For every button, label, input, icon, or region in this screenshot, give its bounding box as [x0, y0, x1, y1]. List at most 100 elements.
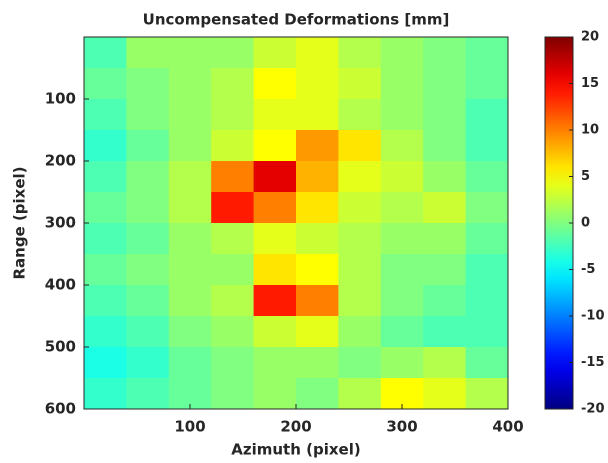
heatmap-cell: [465, 130, 509, 162]
heatmap-cell: [211, 316, 255, 348]
heatmap-cell: [338, 223, 382, 255]
colorbar-tick-label: 5: [581, 169, 590, 184]
heatmap-cell: [126, 378, 170, 410]
heatmap-cell: [84, 285, 127, 317]
heatmap-cell: [168, 192, 212, 224]
heatmap-cell: [126, 192, 170, 224]
heatmap-cell: [380, 192, 424, 224]
heatmap-cell: [465, 192, 509, 224]
y-tick-label: 100: [45, 90, 76, 108]
heatmap-cell: [423, 161, 467, 193]
chart-title: Uncompensated Deformations [mm]: [143, 11, 450, 29]
heatmap-cell: [296, 161, 339, 193]
heatmap-cell: [84, 192, 127, 224]
heatmap-cell: [465, 68, 509, 100]
heatmap-cell: [126, 161, 170, 193]
heatmap-cell: [423, 68, 467, 100]
heatmap-cell: [84, 378, 127, 410]
heatmap-cell: [253, 378, 297, 410]
heatmap-cell: [126, 37, 170, 69]
heatmap-cell: [253, 68, 297, 100]
heatmap-cell: [253, 285, 297, 317]
heatmap-cell: [423, 223, 467, 255]
x-tick-label: 200: [280, 418, 311, 436]
colorbar-tick-label: -15: [581, 355, 605, 370]
heatmap-cell: [84, 347, 127, 379]
heatmap-cell: [296, 378, 339, 410]
x-axis-label: Azimuth (pixel): [231, 441, 360, 459]
heatmap-cell: [338, 347, 382, 379]
heatmap-cell: [380, 223, 424, 255]
heatmap: [84, 37, 509, 410]
heatmap-cell: [296, 130, 339, 162]
heatmap-cell: [84, 130, 127, 162]
heatmap-cell: [296, 37, 339, 69]
heatmap-cell: [211, 285, 255, 317]
heatmap-cell: [423, 316, 467, 348]
heatmap-cell: [380, 68, 424, 100]
heatmap-cell: [126, 68, 170, 100]
heatmap-cell: [465, 37, 509, 69]
heatmap-cell: [423, 130, 467, 162]
heatmap-cell: [168, 316, 212, 348]
heatmap-cell: [423, 254, 467, 286]
heatmap-cell: [338, 68, 382, 100]
heatmap-cell: [168, 161, 212, 193]
heatmap-cell: [465, 223, 509, 255]
heatmap-cell: [84, 161, 127, 193]
heatmap-cell: [380, 130, 424, 162]
heatmap-cell: [253, 192, 297, 224]
colorbar-tick-label: 20: [581, 30, 599, 45]
heatmap-cell: [168, 37, 212, 69]
heatmap-cell: [296, 99, 339, 131]
heatmap-cell: [338, 378, 382, 410]
heatmap-cell: [126, 316, 170, 348]
heatmap-cell: [168, 285, 212, 317]
x-tick-label: 300: [386, 418, 417, 436]
heatmap-cell: [296, 316, 339, 348]
colorbar: [544, 36, 574, 410]
heatmap-cell: [84, 99, 127, 131]
heatmap-cell: [423, 192, 467, 224]
heatmap-cell: [211, 254, 255, 286]
heatmap-cell: [84, 316, 127, 348]
heatmap-cell: [168, 99, 212, 131]
heatmap-cell: [168, 254, 212, 286]
heatmap-cell: [126, 254, 170, 286]
heatmap-cell: [465, 316, 509, 348]
y-tick-label: 400: [45, 276, 76, 294]
heatmap-cell: [423, 378, 467, 410]
heatmap-cell: [211, 37, 255, 69]
heatmap-cell: [423, 99, 467, 131]
heatmap-cell: [423, 285, 467, 317]
heatmap-cell: [338, 254, 382, 286]
heatmap-cell: [211, 161, 255, 193]
heatmap-cell: [168, 347, 212, 379]
heatmap-cell: [211, 99, 255, 131]
heatmap-cell: [380, 316, 424, 348]
heatmap-cell: [84, 223, 127, 255]
heatmap-cell: [296, 285, 339, 317]
heatmap-cell: [380, 161, 424, 193]
heatmap-cell: [338, 37, 382, 69]
heatmap-cell: [211, 223, 255, 255]
heatmap-cell: [423, 37, 467, 69]
heatmap-cell: [168, 130, 212, 162]
heatmap-cell: [168, 68, 212, 100]
heatmap-cell: [84, 254, 127, 286]
colorbar-tick-label: -20: [581, 402, 605, 417]
heatmap-cell: [465, 99, 509, 131]
heatmap-cell: [380, 347, 424, 379]
y-tick-label: 200: [45, 152, 76, 170]
y-tick-label: 500: [45, 338, 76, 356]
colorbar-tick-label: 10: [581, 123, 599, 138]
heatmap-cell: [253, 254, 297, 286]
heatmap-cell: [423, 347, 467, 379]
x-tick-label: 100: [174, 418, 205, 436]
y-axis-label: Range (pixel): [11, 166, 29, 279]
heatmap-cell: [296, 223, 339, 255]
colorbar-tick-label: 0: [581, 216, 590, 231]
heatmap-cell: [253, 316, 297, 348]
heatmap-cell: [380, 285, 424, 317]
